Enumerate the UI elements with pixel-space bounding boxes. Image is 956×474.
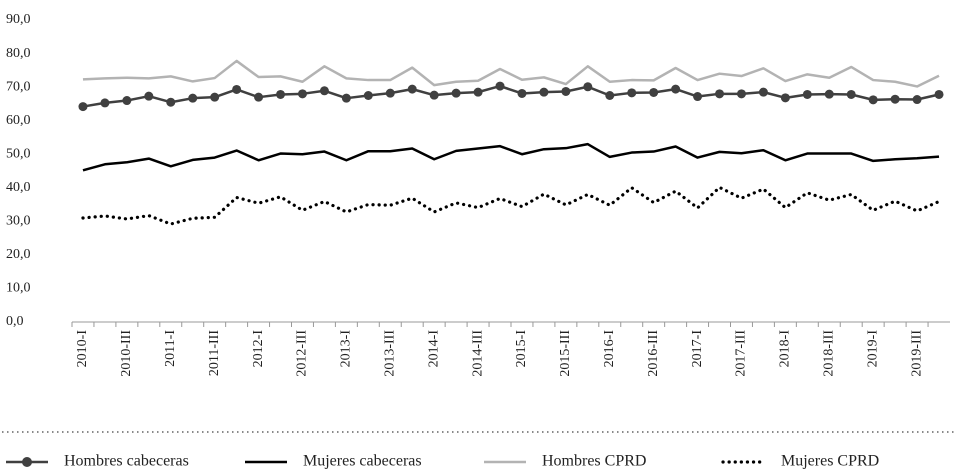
point-marker bbox=[912, 95, 922, 105]
point-marker bbox=[890, 94, 900, 104]
y-tick-label: 70,0 bbox=[6, 79, 31, 94]
point-marker bbox=[693, 92, 703, 102]
legend-label: Hombres cabeceras bbox=[64, 453, 189, 470]
point-marker bbox=[671, 84, 681, 94]
point-marker bbox=[100, 98, 110, 108]
point-marker bbox=[144, 91, 154, 101]
legend-label: Mujeres CPRD bbox=[781, 453, 879, 470]
point-marker bbox=[297, 89, 307, 99]
y-tick-label: 40,0 bbox=[6, 180, 31, 195]
point-marker bbox=[451, 88, 461, 98]
x-tick-label: 2013-III bbox=[382, 330, 397, 377]
y-tick-label: 0,0 bbox=[6, 314, 24, 329]
point-marker bbox=[122, 96, 132, 106]
point-marker bbox=[649, 87, 659, 97]
point-marker bbox=[385, 88, 395, 98]
x-tick-label: 2018-I bbox=[778, 330, 793, 368]
point-marker bbox=[254, 92, 264, 102]
point-marker bbox=[583, 82, 593, 92]
point-marker bbox=[473, 87, 483, 97]
y-tick-label: 30,0 bbox=[6, 214, 31, 229]
y-tick-label: 60,0 bbox=[6, 113, 31, 128]
point-marker bbox=[758, 87, 768, 97]
point-marker bbox=[232, 84, 242, 94]
point-marker bbox=[715, 89, 725, 99]
point-marker bbox=[276, 89, 286, 99]
point-marker bbox=[780, 93, 790, 103]
point-marker bbox=[319, 86, 329, 96]
x-tick-label: 2017-I bbox=[690, 330, 705, 368]
point-marker bbox=[561, 86, 571, 96]
x-tick-label: 2016-I bbox=[602, 330, 617, 368]
point-marker bbox=[407, 84, 417, 94]
x-tick-label: 2011-III bbox=[207, 330, 222, 376]
point-marker bbox=[188, 93, 198, 103]
y-tick-label: 90,0 bbox=[6, 12, 31, 27]
x-tick-label: 2010-I bbox=[75, 330, 90, 368]
point-marker bbox=[824, 89, 834, 99]
x-tick-label: 2018-III bbox=[821, 330, 836, 377]
legend-label: Mujeres cabeceras bbox=[303, 453, 422, 470]
x-tick-label: 2014-I bbox=[426, 330, 441, 368]
x-tick-label: 2017-III bbox=[734, 330, 749, 377]
y-tick-label: 20,0 bbox=[6, 247, 31, 262]
legend-marker bbox=[22, 457, 32, 467]
y-tick-label: 80,0 bbox=[6, 46, 31, 61]
point-marker bbox=[846, 89, 856, 99]
point-marker bbox=[868, 95, 878, 105]
series-line bbox=[82, 142, 940, 172]
series-line bbox=[82, 59, 940, 88]
point-marker bbox=[429, 90, 439, 100]
point-marker bbox=[78, 102, 88, 112]
point-marker bbox=[210, 92, 220, 102]
x-tick-label: 2019-III bbox=[909, 330, 924, 377]
x-tick-label: 2012-I bbox=[251, 330, 266, 368]
point-marker bbox=[934, 89, 944, 99]
point-marker bbox=[736, 89, 746, 99]
point-marker bbox=[539, 87, 549, 97]
x-tick-label: 2016-III bbox=[646, 330, 661, 377]
point-marker bbox=[627, 88, 637, 98]
x-tick-label: 2011-I bbox=[163, 330, 178, 367]
point-marker bbox=[363, 91, 373, 100]
x-tick-label: 2013-I bbox=[339, 330, 354, 368]
x-tick-label: 2012-III bbox=[295, 330, 310, 377]
point-marker bbox=[517, 88, 527, 98]
point-marker bbox=[605, 91, 615, 100]
y-tick-label: 50,0 bbox=[6, 146, 31, 161]
legend-label: Hombres CPRD bbox=[542, 453, 646, 470]
x-tick-label: 2010-III bbox=[119, 330, 134, 377]
x-tick-label: 2015-III bbox=[558, 330, 573, 377]
point-marker bbox=[802, 89, 812, 99]
x-tick-label: 2015-I bbox=[514, 330, 529, 368]
point-marker bbox=[341, 93, 351, 103]
y-tick-label: 10,0 bbox=[6, 281, 31, 296]
x-tick-label: 2014-III bbox=[470, 330, 485, 377]
x-tick-label: 2019-I bbox=[865, 330, 880, 368]
series-line bbox=[82, 84, 940, 108]
point-marker bbox=[495, 81, 505, 91]
point-marker bbox=[166, 97, 176, 107]
series-line bbox=[81, 185, 941, 226]
